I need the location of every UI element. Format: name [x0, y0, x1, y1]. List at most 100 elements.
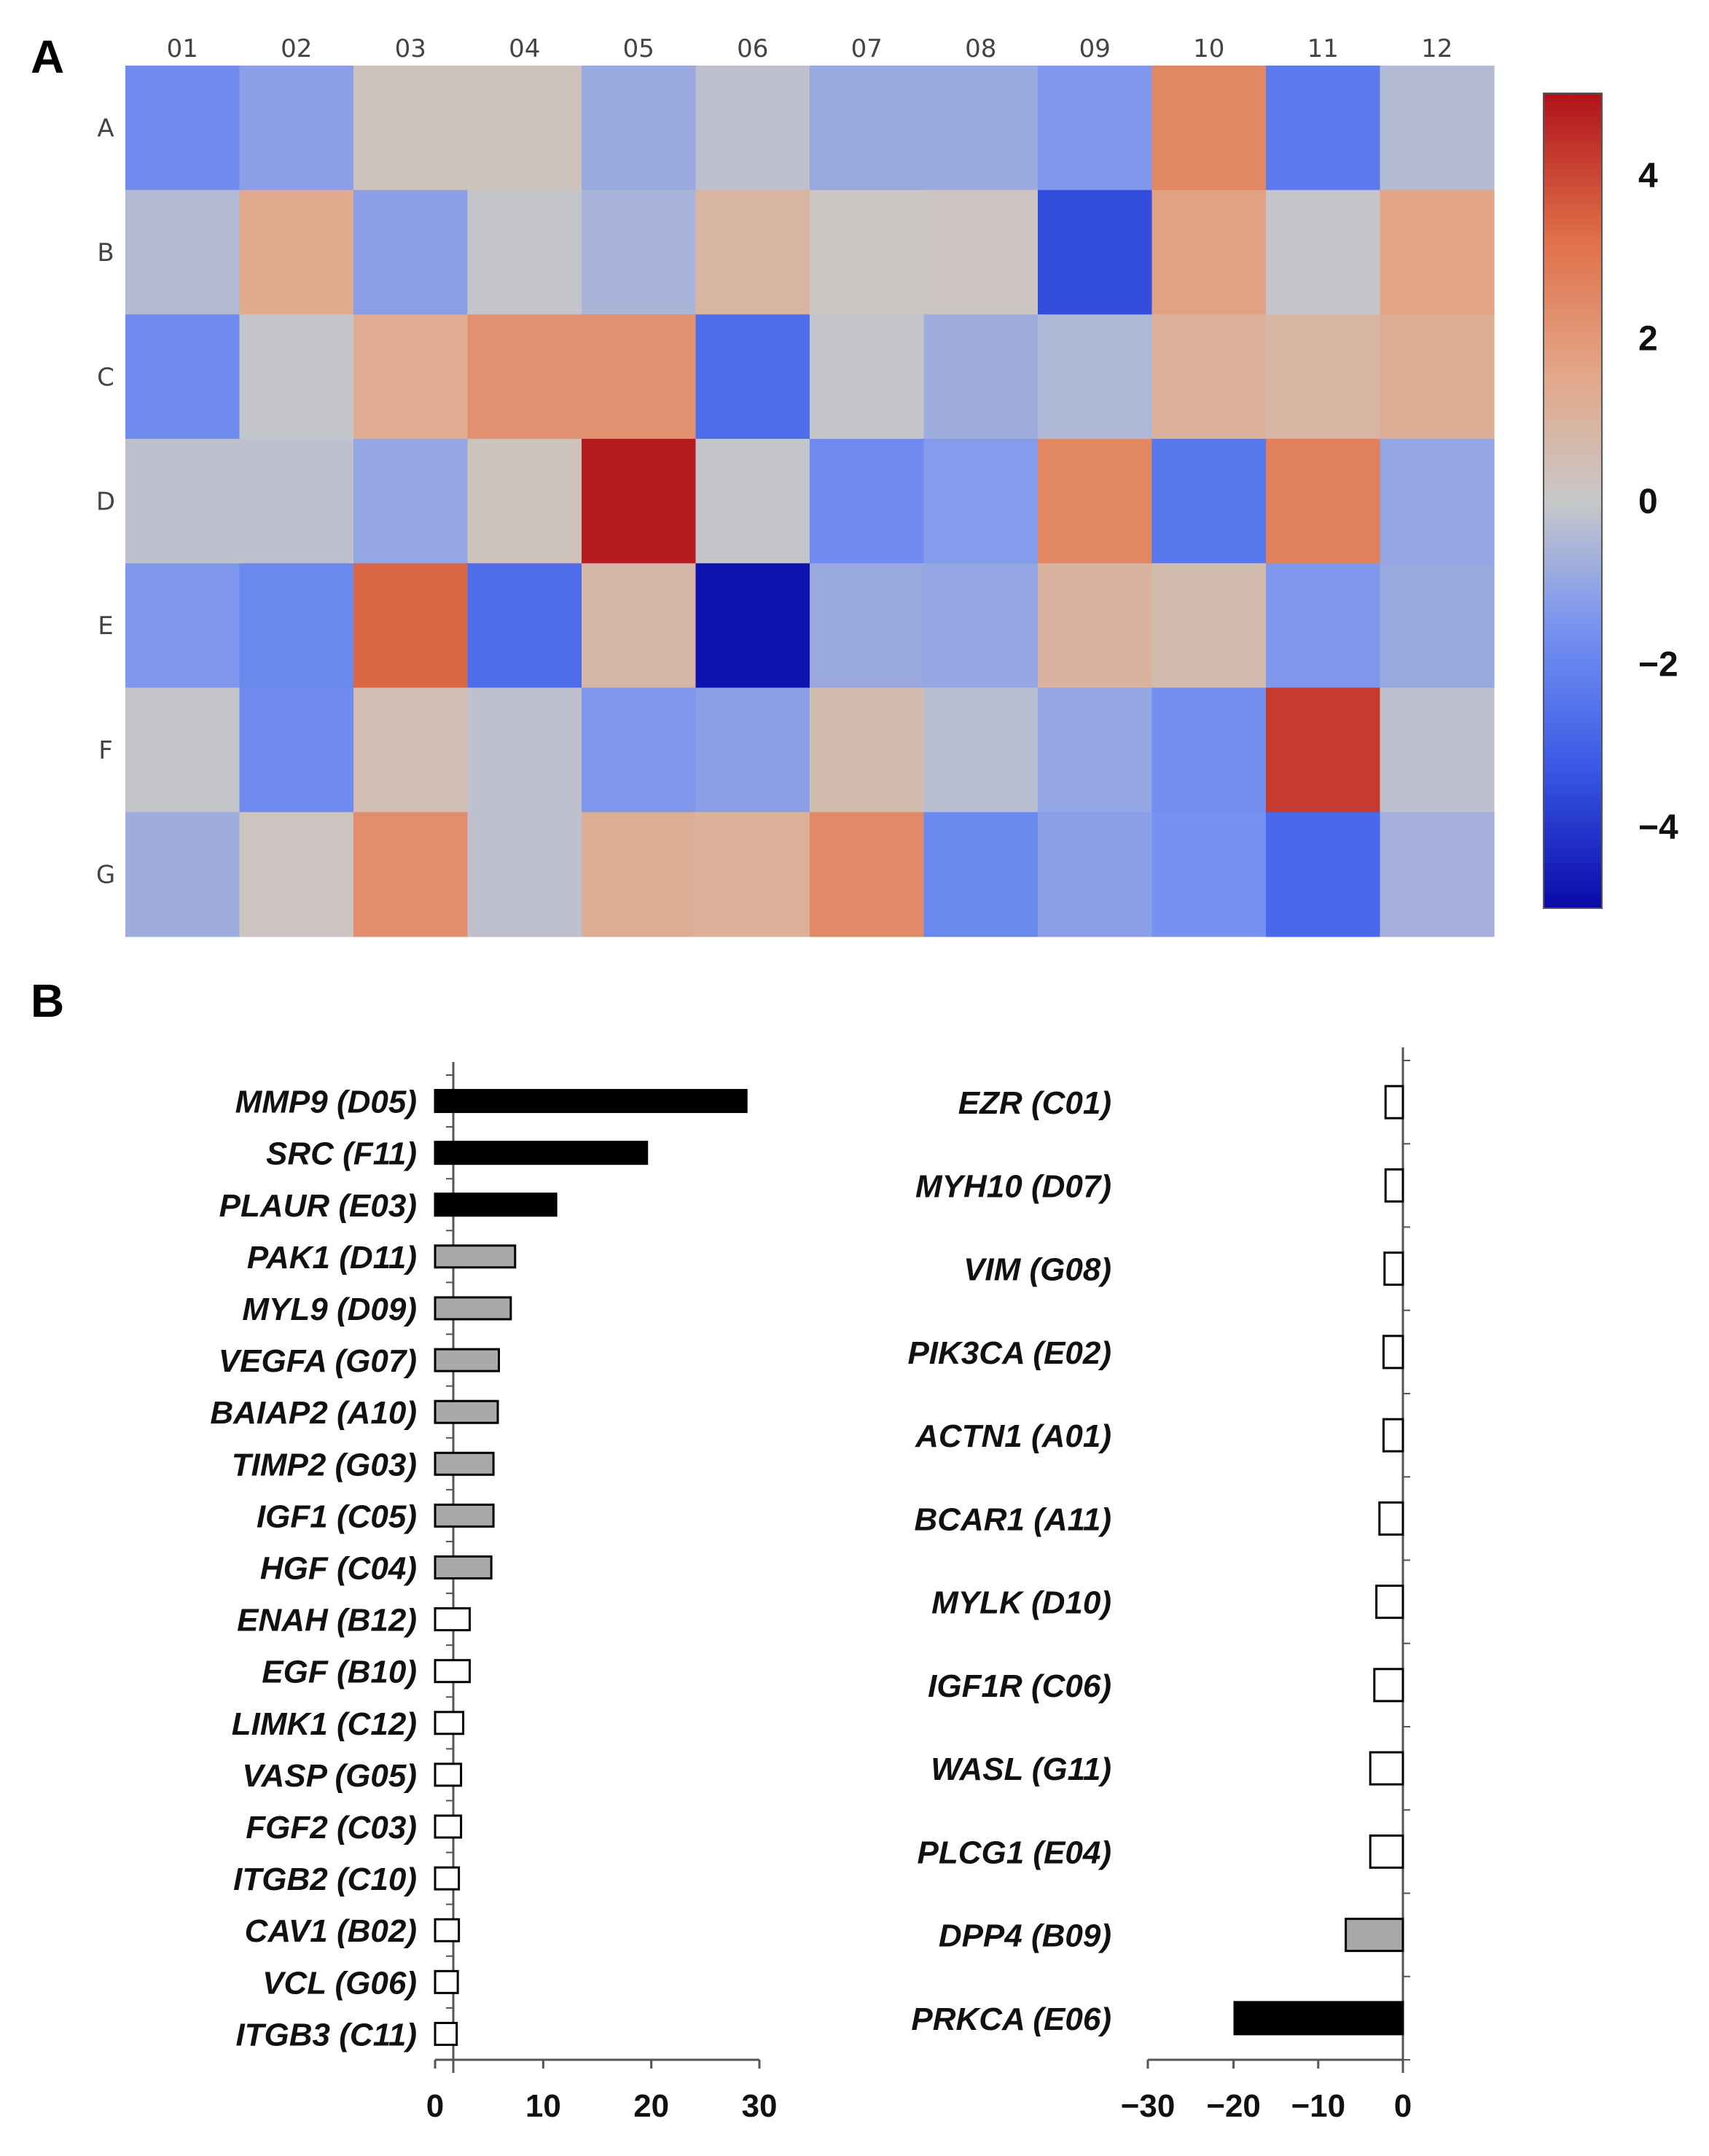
heatmap-cell — [353, 190, 469, 315]
heatmap-cell — [239, 314, 354, 440]
heatmap-cell — [467, 314, 582, 440]
heatmap-cell — [353, 812, 469, 937]
bar-category-label: VIM (G08) — [963, 1252, 1111, 1288]
bar-x-tick-label: 10 — [525, 2088, 561, 2124]
heatmap-cell — [1151, 439, 1267, 564]
heatmap-cell — [1151, 190, 1267, 315]
bar — [1375, 1585, 1404, 1620]
heatmap-cell — [582, 439, 697, 564]
bar — [434, 1969, 459, 1994]
heatmap-cell — [353, 439, 469, 564]
heatmap-cell — [1380, 439, 1495, 564]
bar-x-tick-label: −30 — [1121, 2088, 1176, 2124]
bar — [434, 1141, 649, 1165]
heatmap-cell — [1380, 190, 1495, 315]
heatmap-col-label: 06 — [737, 34, 768, 63]
heatmap-cell — [695, 439, 810, 564]
heatmap-cell — [923, 439, 1039, 564]
heatmap-cell — [353, 314, 469, 440]
heatmap-cell — [810, 563, 925, 689]
bar-x-tick-label: 0 — [1394, 2088, 1412, 2124]
heatmap-col-label: 04 — [509, 34, 540, 63]
heatmap-cell — [125, 687, 240, 813]
bar — [434, 1918, 461, 1942]
colorbar-tick-label: −4 — [1638, 808, 1678, 847]
heatmap-cell — [239, 563, 354, 689]
heatmap-row-label: E — [98, 612, 113, 641]
heatmap-row-label: F — [98, 736, 113, 765]
bar — [1383, 1251, 1404, 1286]
heatmap-cell — [125, 563, 240, 689]
heatmap-cell — [1151, 314, 1267, 440]
bar-category-label: PRKCA (E06) — [911, 2001, 1111, 2037]
bar — [434, 1296, 512, 1321]
heatmap-cell — [1038, 190, 1153, 315]
heatmap-col-label: 01 — [167, 34, 198, 63]
heatmap-cell — [1380, 66, 1495, 191]
bar-chart-positive: MMP9 (D05) SRC (F11) PLAUR (E03) PAK1 (D11)… — [210, 1062, 777, 2124]
heatmap-cell — [467, 66, 582, 191]
colorbar: 4 2 0 −2 −4 — [1543, 93, 1678, 909]
heatmap-cell — [125, 190, 240, 315]
heatmap-cell — [923, 190, 1039, 315]
heatmap-cell — [1151, 687, 1267, 813]
heatmap-cell — [582, 314, 697, 440]
heatmap-row-label: A — [97, 114, 114, 143]
heatmap-col-label: 07 — [851, 34, 883, 63]
heatmap-cell — [582, 563, 697, 689]
heatmap-cell — [1266, 563, 1381, 689]
bar — [1345, 1918, 1404, 1953]
heatmap-cell — [1151, 563, 1267, 689]
heatmap-cell — [695, 66, 810, 191]
heatmap-cell — [1266, 66, 1381, 191]
bar-category-label: VASP (G05) — [242, 1758, 417, 1794]
bar-category-label: ITGB3 (C11) — [235, 2017, 417, 2053]
bar-category-label: EZR (C01) — [958, 1085, 1111, 1121]
heatmap-cell — [1380, 314, 1495, 440]
bar-category-label: IGF1 (C05) — [257, 1499, 417, 1534]
bar — [434, 2021, 458, 2046]
bar-x-tick-label: 20 — [633, 2088, 669, 2124]
bar-category-label: PLCG1 (E04) — [917, 1835, 1111, 1870]
heatmap-row-label: D — [96, 487, 115, 516]
heatmap-cell — [695, 563, 810, 689]
bar — [434, 1451, 495, 1476]
bar — [1369, 1834, 1404, 1869]
heatmap-cell — [582, 190, 697, 315]
bar-category-label: ACTN1 (A01) — [915, 1418, 1111, 1454]
bar-category-label: PLAUR (E03) — [219, 1188, 417, 1224]
heatmap-cell — [923, 687, 1039, 813]
panel-label-b: B — [31, 975, 64, 1027]
bar-category-label: PAK1 (D11) — [247, 1240, 417, 1276]
bar — [434, 1762, 463, 1787]
bar-x-tick-label: 0 — [426, 2088, 444, 2124]
bar — [434, 1503, 495, 1528]
panel-label-a: A — [31, 31, 64, 83]
heatmap-cell — [239, 190, 354, 315]
heatmap-cell — [353, 687, 469, 813]
bar-category-label: VEGFA (G07) — [219, 1343, 417, 1379]
bar — [1382, 1418, 1404, 1453]
heatmap-cell — [467, 190, 582, 315]
colorbar-tick-label: 0 — [1638, 483, 1658, 521]
heatmap-cell — [1266, 439, 1381, 564]
heatmap-row-label: C — [97, 363, 114, 392]
heatmap-cell — [1380, 687, 1495, 813]
heatmap-cell — [467, 563, 582, 689]
heatmap-cell — [125, 439, 240, 564]
heatmap-cell — [923, 812, 1039, 937]
bar — [434, 1089, 748, 1114]
heatmap-cell — [810, 190, 925, 315]
heatmap-cell — [923, 66, 1039, 191]
bar-category-label: BCAR1 (A11) — [914, 1501, 1111, 1537]
heatmap-cell — [1266, 190, 1381, 315]
heatmap-cell — [695, 687, 810, 813]
bar — [434, 1348, 501, 1372]
bar-x-tick-label: −20 — [1206, 2088, 1261, 2124]
bar — [434, 1607, 471, 1632]
colorbar-tick-label: 4 — [1638, 157, 1658, 195]
heatmap-row-label: B — [97, 238, 114, 267]
heatmap-cell — [810, 314, 925, 440]
bar-x-tick-label: −10 — [1291, 2088, 1345, 2124]
